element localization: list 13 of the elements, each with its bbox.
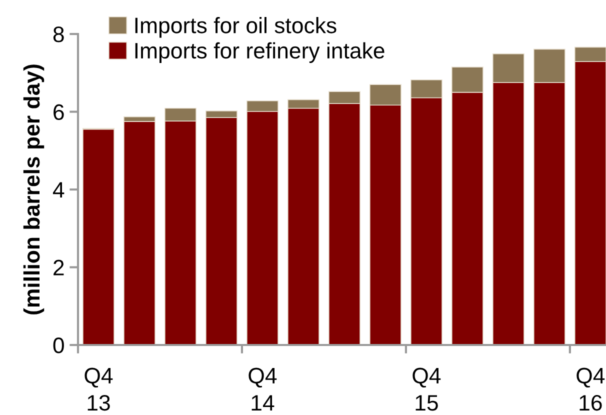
y-tick-label: 8 [53,26,64,42]
y-tick-label: 4 [52,182,64,198]
y-tick-label: 2 [54,260,64,276]
legend-label: Imports for oil stocks [135,17,336,38]
x-tick-label: Q4 13 [84,368,113,411]
legend-label: Imports for refinery intake [135,42,384,63]
bar [82,128,114,345]
y-tick-label: 0 [53,338,64,354]
x-tick-label: Q4 14 [248,368,277,410]
x-tick-label: Q4 16 [576,368,605,411]
x-tick-label: Q4 15 [412,368,441,411]
y-tick-label: 6 [54,104,64,120]
y-axis-title: (million barrels per day) [23,64,44,314]
